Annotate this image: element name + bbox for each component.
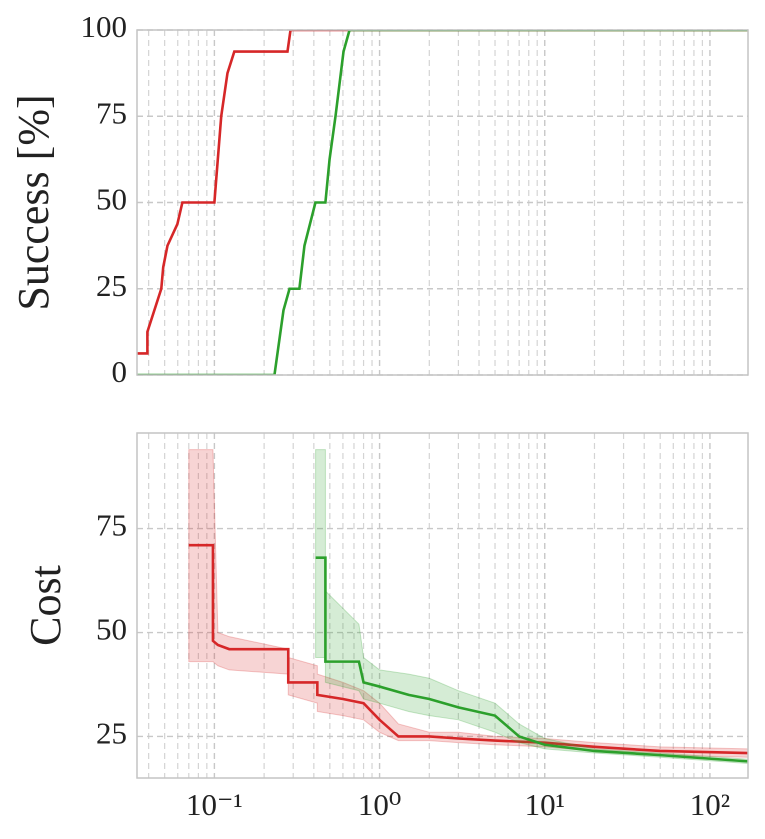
axes-frame <box>136 432 749 779</box>
axes-frame <box>136 29 749 376</box>
x-tick-label: 10¹ <box>525 787 565 822</box>
y-tick-label: 75 <box>96 508 127 543</box>
y-tick-label: 75 <box>96 95 127 130</box>
y-tick-label: 100 <box>81 9 128 44</box>
x-tick-label: 10⁰ <box>358 787 401 822</box>
confidence-band <box>315 449 748 764</box>
y-tick-label: 25 <box>96 268 127 303</box>
x-tick-label: 10² <box>690 787 730 822</box>
y-tick-label: 25 <box>96 716 127 751</box>
y-axis-label: Success [%] <box>9 94 58 310</box>
plot-content <box>188 449 748 764</box>
y-axis-label: Cost <box>21 565 70 646</box>
y-tick-label: 50 <box>96 612 127 647</box>
plot-area <box>137 433 748 778</box>
series-line <box>137 30 748 375</box>
y-tick-label: 50 <box>96 182 127 217</box>
x-tick-label: 10⁻¹ <box>186 787 243 822</box>
y-tick-label: 0 <box>112 354 128 389</box>
confidence-band <box>188 449 748 758</box>
plot-content <box>137 30 748 375</box>
series-line <box>315 556 748 763</box>
series-line <box>137 30 748 355</box>
